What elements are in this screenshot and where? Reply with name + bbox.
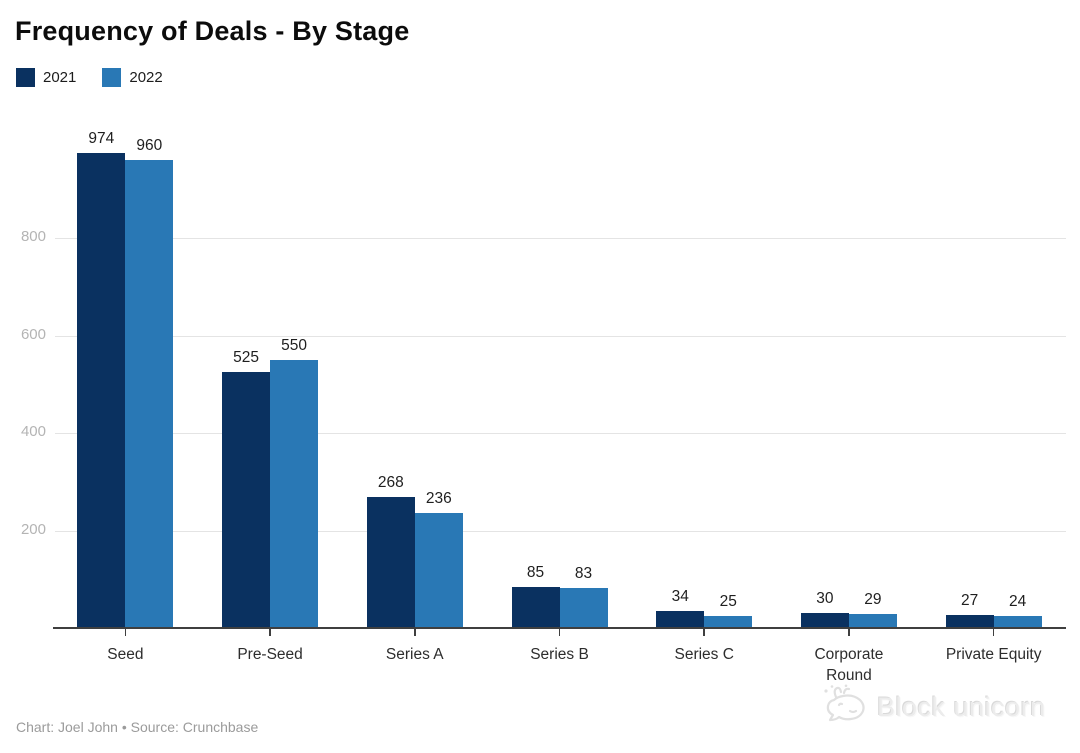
bar-2022-private-equity bbox=[993, 616, 1042, 628]
value-label: 85 bbox=[526, 563, 545, 581]
bar-2022-series-a bbox=[414, 512, 463, 628]
legend-item-2021: 2021 bbox=[16, 68, 76, 87]
bar-2021-private-equity bbox=[945, 614, 994, 628]
value-label: 83 bbox=[574, 564, 593, 582]
gridline-400 bbox=[55, 433, 1066, 434]
bar-2022-pre-seed bbox=[270, 359, 319, 628]
unicorn-icon bbox=[822, 684, 870, 731]
bar-2022-seed bbox=[125, 160, 174, 628]
watermark-text: Block unicorn bbox=[877, 692, 1046, 722]
x-tick-label: Seed bbox=[107, 646, 144, 663]
legend: 2021 2022 bbox=[16, 68, 163, 87]
legend-item-2022: 2022 bbox=[102, 68, 163, 87]
x-tick-mark bbox=[269, 629, 271, 636]
x-tick-mark bbox=[992, 629, 995, 636]
gridline-200 bbox=[55, 530, 1066, 532]
x-tick-label: Pre-Seed bbox=[237, 646, 303, 663]
value-label: 268 bbox=[377, 474, 404, 492]
y-tick-label: 200 bbox=[20, 520, 46, 538]
x-tick-label: Corporate Round bbox=[814, 646, 884, 684]
bar-2022-series-c bbox=[704, 615, 753, 628]
gridline-800 bbox=[55, 238, 1066, 239]
value-label: 960 bbox=[136, 137, 163, 154]
value-label: 29 bbox=[864, 590, 882, 608]
chart-title: Frequency of Deals - By Stage bbox=[15, 16, 410, 46]
x-tick-label: Series C bbox=[674, 646, 734, 663]
value-label: 974 bbox=[88, 130, 115, 148]
value-label: 236 bbox=[425, 489, 452, 507]
bar-2021-series-a bbox=[366, 497, 415, 628]
bar-2021-corporate-round bbox=[800, 613, 849, 628]
value-label: 525 bbox=[233, 349, 259, 367]
value-label: 25 bbox=[719, 592, 737, 610]
x-tick-mark bbox=[124, 629, 127, 636]
watermark: Block unicorn bbox=[822, 684, 1046, 731]
value-label: 550 bbox=[281, 336, 307, 354]
bar-2021-series-b bbox=[511, 586, 560, 628]
legend-swatch-icon bbox=[16, 68, 35, 87]
bar-2022-corporate-round bbox=[848, 613, 897, 628]
x-tick-mark bbox=[414, 629, 416, 636]
legend-swatch-icon bbox=[102, 68, 122, 87]
x-tick-mark bbox=[848, 629, 850, 636]
chart-credit: Chart: Joel John • Source: Crunchbase bbox=[16, 719, 259, 735]
x-axis-line bbox=[53, 627, 1066, 629]
legend-label: 2022 bbox=[129, 69, 163, 86]
x-tick-label: Series A bbox=[385, 646, 444, 663]
bar-2021-pre-seed bbox=[222, 372, 271, 628]
bar-2021-series-c bbox=[656, 611, 705, 628]
x-tick-mark bbox=[703, 629, 705, 636]
value-label: 27 bbox=[961, 591, 979, 609]
bar-2021-seed bbox=[77, 153, 126, 628]
legend-label: 2021 bbox=[43, 69, 77, 86]
y-tick-label: 600 bbox=[20, 325, 46, 343]
y-tick-label: 400 bbox=[20, 423, 46, 440]
x-tick-mark bbox=[558, 629, 561, 636]
value-label: 30 bbox=[816, 590, 834, 608]
x-tick-label: Series B bbox=[530, 646, 589, 663]
gridline-600 bbox=[55, 335, 1066, 337]
value-label: 34 bbox=[671, 588, 689, 606]
y-tick-label: 800 bbox=[20, 228, 46, 245]
bar-2022-series-b bbox=[559, 587, 608, 628]
x-tick-label: Private Equity bbox=[945, 646, 1042, 663]
value-label: 24 bbox=[1009, 593, 1027, 611]
